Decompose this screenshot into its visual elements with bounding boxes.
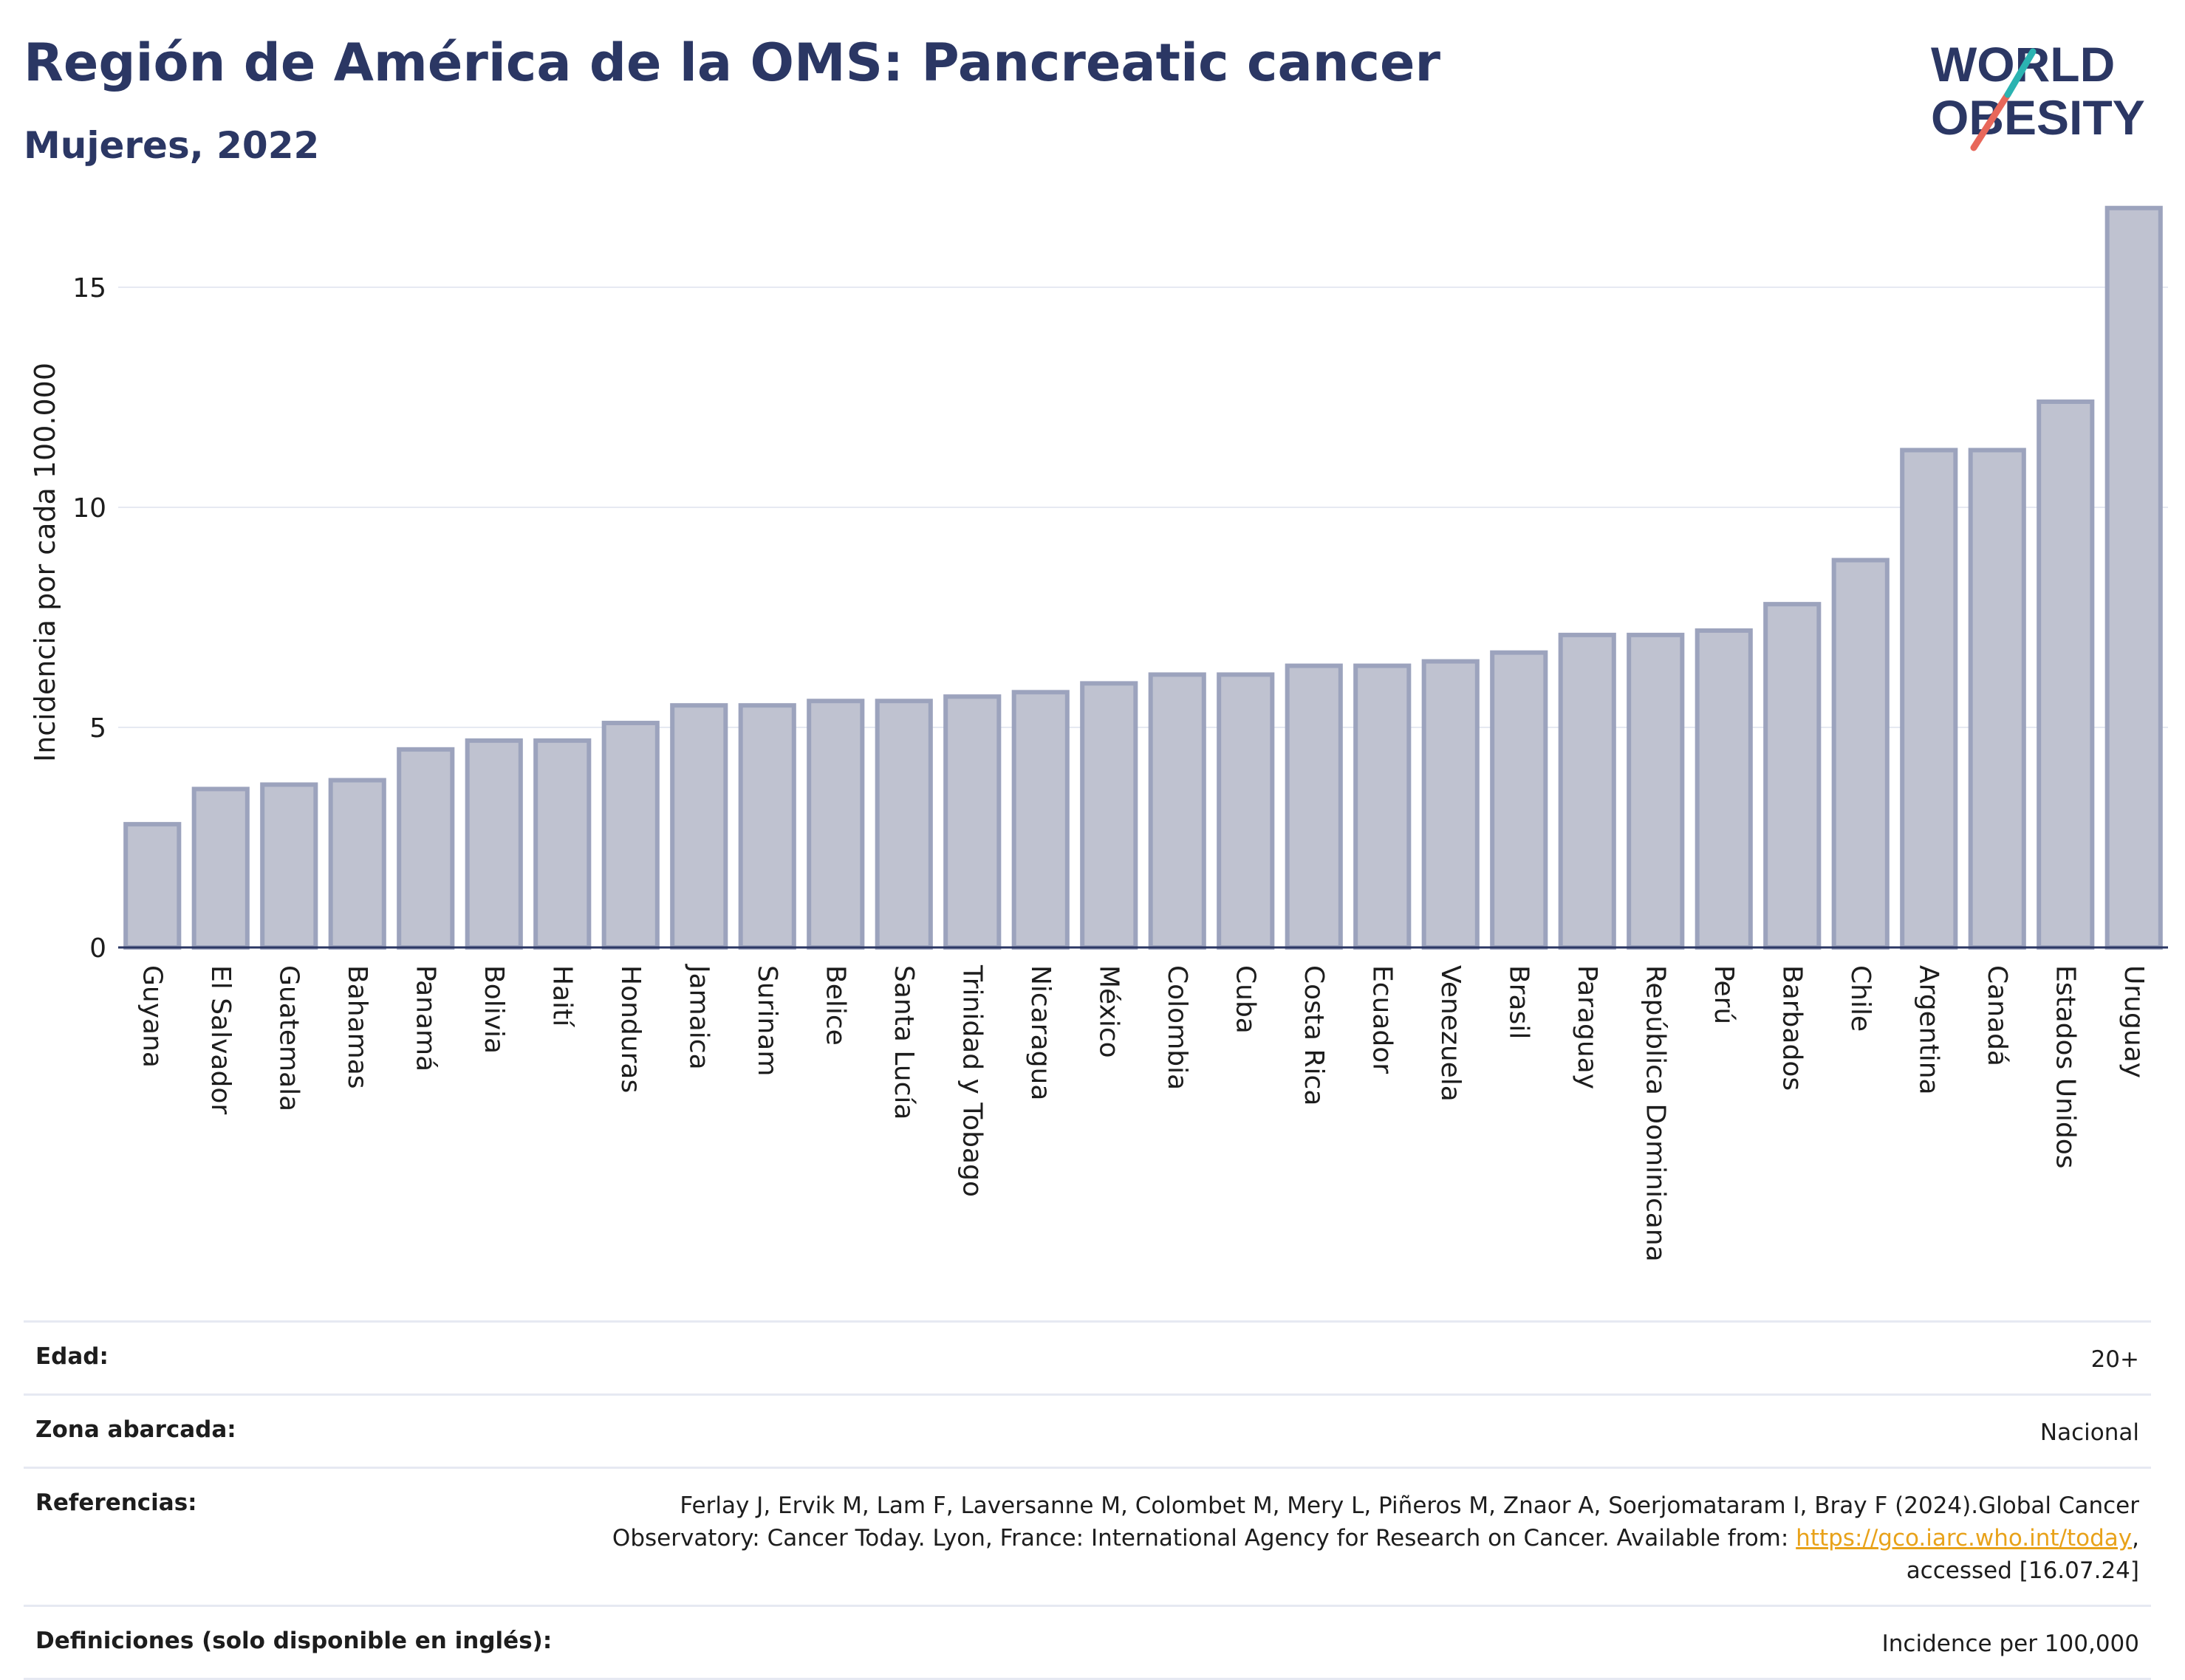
age-value: 20+ [2090, 1346, 2139, 1373]
x-tick-label: Perú [1709, 965, 1739, 1024]
meta-row-age: Edad: 20+ [24, 1320, 2151, 1393]
bar-5 [465, 738, 523, 950]
x-tick-label: Honduras [615, 965, 646, 1093]
y-tick-label: 15 [72, 273, 106, 304]
bar-11 [875, 699, 933, 950]
page-title: Región de América de la OMS: Pancreatic … [24, 32, 1441, 93]
definitions-value: Incidence per 100,000 [1881, 1631, 2139, 1657]
page-subtitle: Mujeres, 2022 [24, 124, 320, 167]
bar-4 [397, 747, 455, 950]
x-tick-label: Ecuador [1367, 965, 1397, 1074]
x-axis-ticks: Guyana El Salvador Guatemala Bahamas Panamá B… [137, 964, 2149, 1262]
x-tick-label: Panamá [410, 965, 440, 1072]
area-label: Zona abarcada: [35, 1416, 236, 1443]
bar-8 [670, 703, 728, 950]
bar-2 [260, 782, 318, 950]
x-tick-label: Belice [820, 965, 850, 1046]
y-tick-label: 10 [72, 493, 106, 524]
x-tick-label: Colombia [1162, 965, 1192, 1090]
bar-27 [1968, 448, 2026, 950]
x-tick-label: Bahamas [342, 965, 372, 1089]
bar-0 [123, 822, 182, 950]
references-link[interactable]: https://gco.iarc.who.int/today [1796, 1525, 2133, 1552]
logo-slash-teal [2004, 48, 2037, 98]
definitions-label: Definiciones (solo disponible en inglés)… [35, 1628, 553, 1654]
meta-row-area: Zona abarcada: Nacional [24, 1393, 2151, 1467]
y-axis-label: Incidencia por cada 100.000 [29, 363, 61, 762]
bar-6 [533, 738, 592, 950]
x-tick-label: República Dominicana [1640, 965, 1670, 1262]
bar-29 [2104, 205, 2163, 950]
meta-row-references: Referencias: Ferlay J, Ervik M, Lam F, L… [24, 1467, 2151, 1605]
references-text: Ferlay J, Ervik M, Lam F, Laversanne M, … [612, 1492, 2139, 1552]
x-tick-label: Costa Rica [1299, 965, 1329, 1105]
x-tick-label: Haití [547, 965, 577, 1027]
logo-line-2: OBESITY [1931, 90, 2145, 145]
bar-23 [1695, 628, 1753, 950]
x-tick-label: Paraguay [1572, 965, 1602, 1089]
y-axis-ticks: 0 5 10 15 [72, 273, 106, 964]
x-tick-label: Surinam [752, 965, 782, 1076]
x-tick-label: Guatemala [273, 965, 304, 1111]
x-tick-label: Guyana [137, 965, 167, 1068]
bars [123, 205, 2163, 950]
bar-7 [601, 721, 660, 950]
bar-20 [1490, 650, 1548, 950]
bar-1 [191, 786, 250, 950]
bar-9 [738, 703, 796, 950]
x-tick-label: Chile [1845, 965, 1875, 1032]
bar-22 [1627, 632, 1685, 950]
x-tick-label: Bolivia [479, 965, 509, 1054]
x-tick-label: El Salvador [205, 965, 236, 1114]
metadata-table: Edad: 20+ Zona abarcada: Nacional Refere… [24, 1320, 2151, 1680]
y-tick-label: 0 [89, 933, 106, 964]
x-tick-label: Uruguay [2119, 965, 2149, 1078]
x-tick-label: Canadá [1982, 965, 2012, 1066]
references-label: Referencias: [35, 1489, 197, 1516]
bar-15 [1148, 672, 1206, 950]
bar-18 [1353, 663, 1412, 950]
x-tick-label: Jamaica [683, 964, 714, 1070]
bar-13 [1011, 690, 1070, 950]
area-value: Nacional [2039, 1419, 2139, 1446]
bar-25 [1831, 558, 1890, 950]
bar-28 [2037, 399, 2095, 950]
x-tick-label: Estados Unidos [2050, 965, 2080, 1169]
x-tick-label: Santa Lucía [889, 965, 919, 1120]
bar-19 [1421, 659, 1480, 950]
bar-26 [1900, 448, 1958, 950]
references-value: Ferlay J, Ervik M, Lam F, Laversanne M, … [588, 1489, 2139, 1587]
x-tick-label: Trinidad y Tobago [957, 964, 987, 1197]
bar-12 [943, 694, 1002, 950]
y-tick-label: 5 [89, 713, 106, 744]
age-label: Edad: [35, 1343, 109, 1370]
x-tick-label: Brasil [1503, 965, 1533, 1039]
gridlines [118, 287, 2168, 728]
x-tick-label: Nicaragua [1025, 965, 1056, 1100]
references-tail: , accessed [16.07.24] [1906, 1525, 2139, 1584]
x-tick-label: Argentina [1913, 965, 1943, 1095]
bar-21 [1558, 632, 1616, 950]
bar-16 [1217, 672, 1275, 950]
bar-17 [1285, 663, 1343, 950]
x-tick-label: Venezuela [1435, 965, 1466, 1102]
meta-row-definitions: Definiciones (solo disponible en inglés)… [24, 1605, 2151, 1680]
bar-3 [328, 778, 386, 950]
x-tick-label: Barbados [1777, 965, 1807, 1091]
bar-chart: 0 5 10 15 Guyana El Salvador Guatemala Bahamas… [29, 205, 2168, 1262]
bar-10 [807, 699, 865, 950]
bar-14 [1080, 681, 1138, 950]
logo-slash-red [1970, 91, 2011, 151]
world-obesity-logo: WORLD OBESITY [1931, 37, 2145, 151]
x-tick-label: Cuba [1230, 965, 1260, 1034]
bar-24 [1763, 602, 1822, 950]
x-tick-label: México [1093, 965, 1124, 1058]
